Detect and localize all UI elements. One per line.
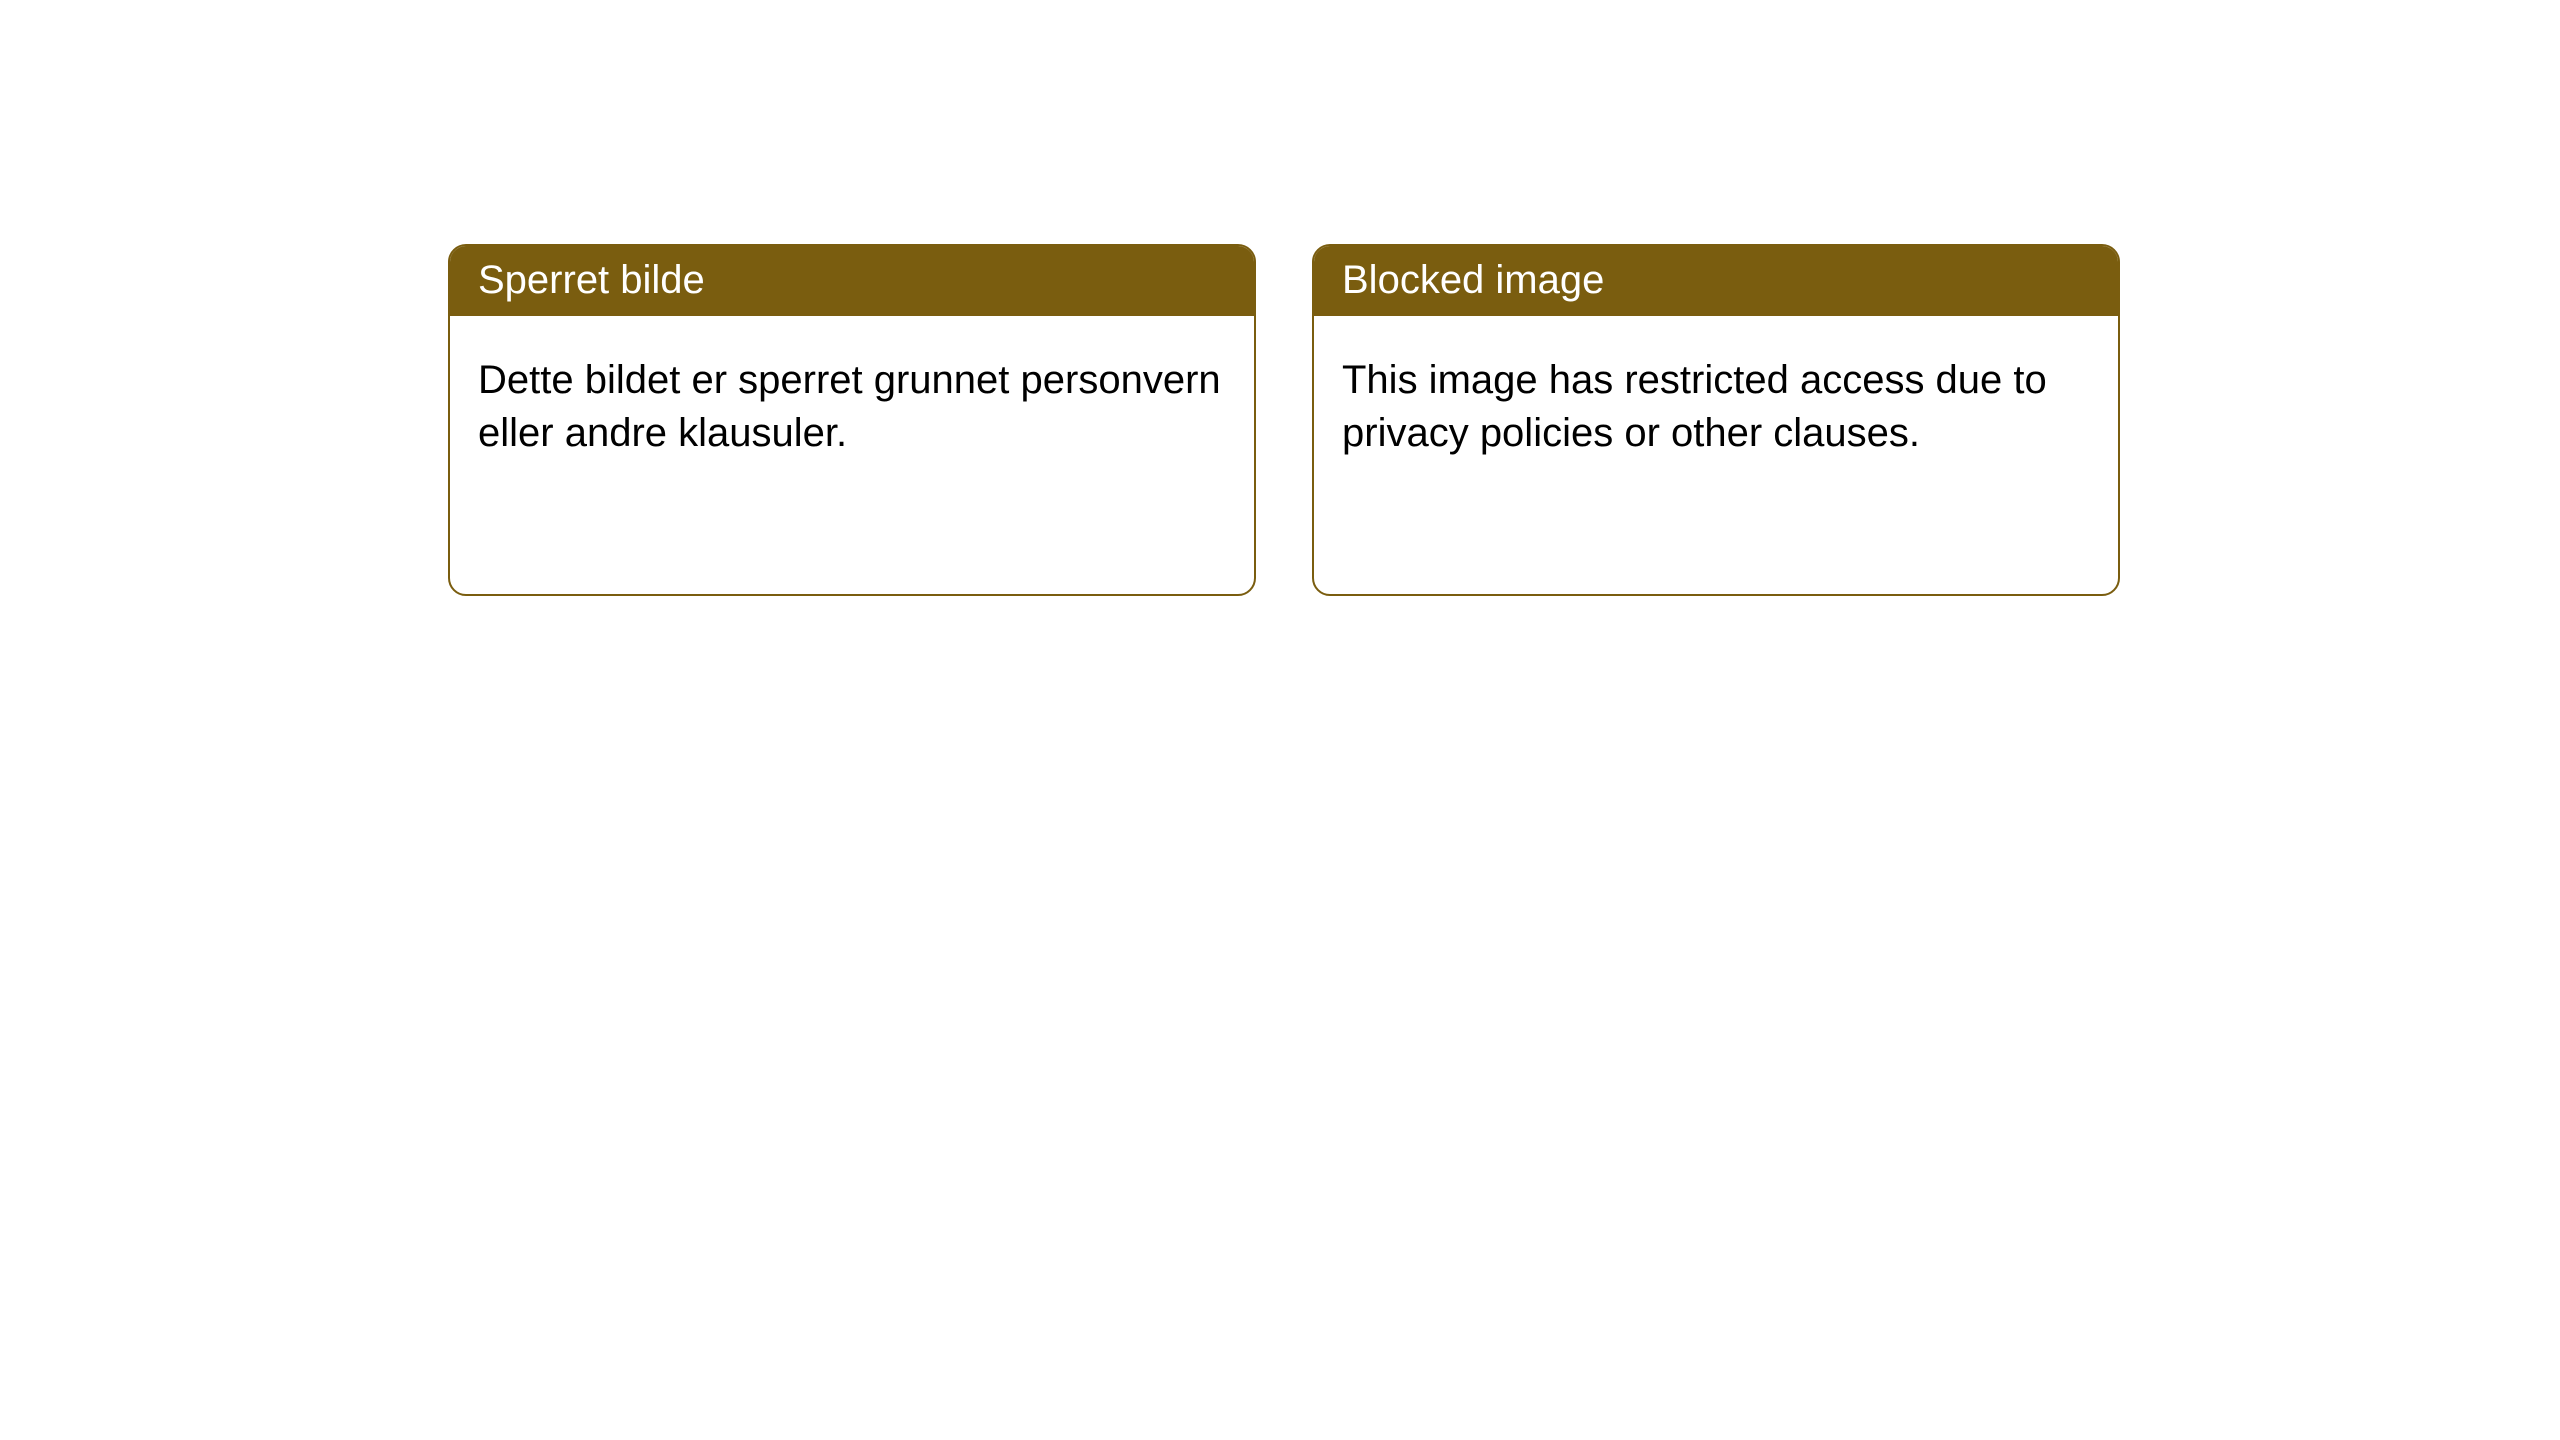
notice-card-en: Blocked image This image has restricted … xyxy=(1312,244,2120,596)
notice-title-en: Blocked image xyxy=(1314,246,2118,316)
notice-card-no: Sperret bilde Dette bildet er sperret gr… xyxy=(448,244,1256,596)
notice-title-no: Sperret bilde xyxy=(450,246,1254,316)
notice-body-en: This image has restricted access due to … xyxy=(1314,316,2118,594)
notice-container: Sperret bilde Dette bildet er sperret gr… xyxy=(0,0,2560,596)
notice-body-no: Dette bildet er sperret grunnet personve… xyxy=(450,316,1254,594)
